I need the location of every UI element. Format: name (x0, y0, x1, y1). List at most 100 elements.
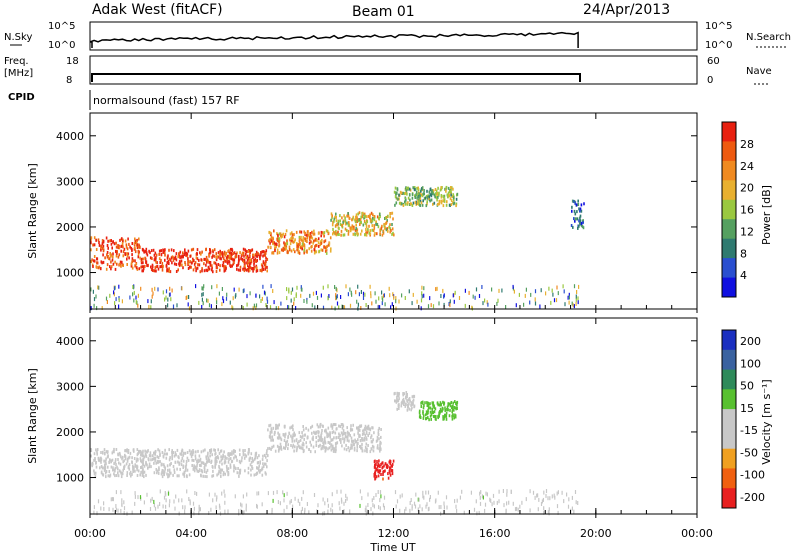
data-point (251, 267, 254, 270)
data-point (294, 250, 296, 254)
data-point (102, 248, 105, 252)
data-point (299, 246, 302, 250)
data-point (571, 506, 573, 511)
data-point (123, 506, 126, 511)
data-point (259, 469, 262, 472)
data-point (161, 475, 164, 479)
data-point (339, 425, 342, 428)
data-point (303, 437, 305, 441)
data-point (402, 401, 404, 405)
data-point (267, 447, 269, 451)
data-point (322, 285, 324, 290)
data-point (365, 428, 367, 432)
data-point (392, 292, 394, 297)
data-point (396, 392, 398, 396)
data-point (575, 294, 577, 299)
data-point (325, 229, 328, 233)
data-point (106, 300, 108, 304)
data-point (118, 244, 120, 248)
data-point (364, 449, 366, 453)
data-point (449, 197, 452, 201)
data-point (506, 492, 508, 497)
data-point (162, 290, 164, 295)
data-point (189, 260, 191, 264)
data-point (206, 258, 209, 262)
data-point (227, 452, 230, 456)
data-point (184, 248, 186, 252)
data-point (187, 259, 189, 263)
data-point (209, 248, 211, 251)
data-point (327, 509, 329, 514)
data-point (406, 408, 409, 412)
data-point (148, 462, 151, 466)
data-point (311, 230, 313, 234)
data-point (435, 192, 437, 196)
data-point (135, 266, 138, 270)
colorbar-segment (722, 468, 736, 489)
data-point (378, 470, 381, 474)
data-point (156, 471, 158, 475)
data-point (90, 241, 92, 245)
data-point (443, 417, 445, 421)
data-point (186, 451, 189, 454)
data-point (396, 407, 398, 411)
data-point (415, 200, 418, 204)
data-point (422, 416, 425, 420)
data-point (306, 436, 309, 440)
data-point (383, 470, 385, 473)
data-point (422, 494, 424, 499)
data-point (393, 295, 395, 300)
data-point (358, 218, 361, 221)
data-point (318, 249, 321, 253)
data-point (172, 304, 175, 309)
data-point (181, 449, 184, 453)
data-point (154, 456, 157, 460)
data-point (351, 446, 353, 450)
data-point (93, 458, 95, 462)
data-point (334, 215, 336, 219)
data-point (454, 406, 456, 409)
data-point (437, 202, 439, 206)
data-point (411, 204, 414, 207)
data-point (423, 192, 425, 196)
data-point (249, 266, 252, 270)
data-point (427, 408, 429, 412)
data-point (107, 257, 110, 260)
data-point (312, 241, 314, 245)
data-point (292, 443, 295, 447)
data-point (377, 305, 379, 310)
data-point (252, 253, 254, 257)
data-point (575, 301, 577, 306)
data-point (216, 266, 219, 270)
data-point (126, 252, 128, 256)
data-point (442, 400, 444, 404)
data-point (435, 415, 437, 418)
data-point (295, 306, 297, 310)
data-point (394, 186, 397, 190)
data-point (205, 462, 207, 466)
data-point (403, 192, 406, 196)
data-point (171, 449, 173, 453)
data-point (242, 494, 244, 499)
data-point (243, 258, 246, 262)
data-point (234, 454, 236, 458)
data-point (283, 241, 285, 245)
data-point (284, 446, 286, 450)
data-point (336, 294, 338, 299)
data-point (106, 253, 108, 257)
data-point (491, 502, 493, 507)
data-point (157, 456, 160, 460)
data-point (147, 466, 149, 470)
data-point (156, 455, 159, 459)
data-point (340, 437, 342, 441)
data-point (171, 288, 173, 293)
data-point (352, 217, 354, 221)
data-point (409, 193, 411, 197)
data-point (322, 232, 324, 236)
data-point (143, 470, 146, 474)
data-point (136, 474, 139, 477)
data-point (391, 469, 394, 473)
data-point (115, 249, 117, 253)
data-point (478, 294, 481, 298)
data-point (371, 498, 373, 503)
